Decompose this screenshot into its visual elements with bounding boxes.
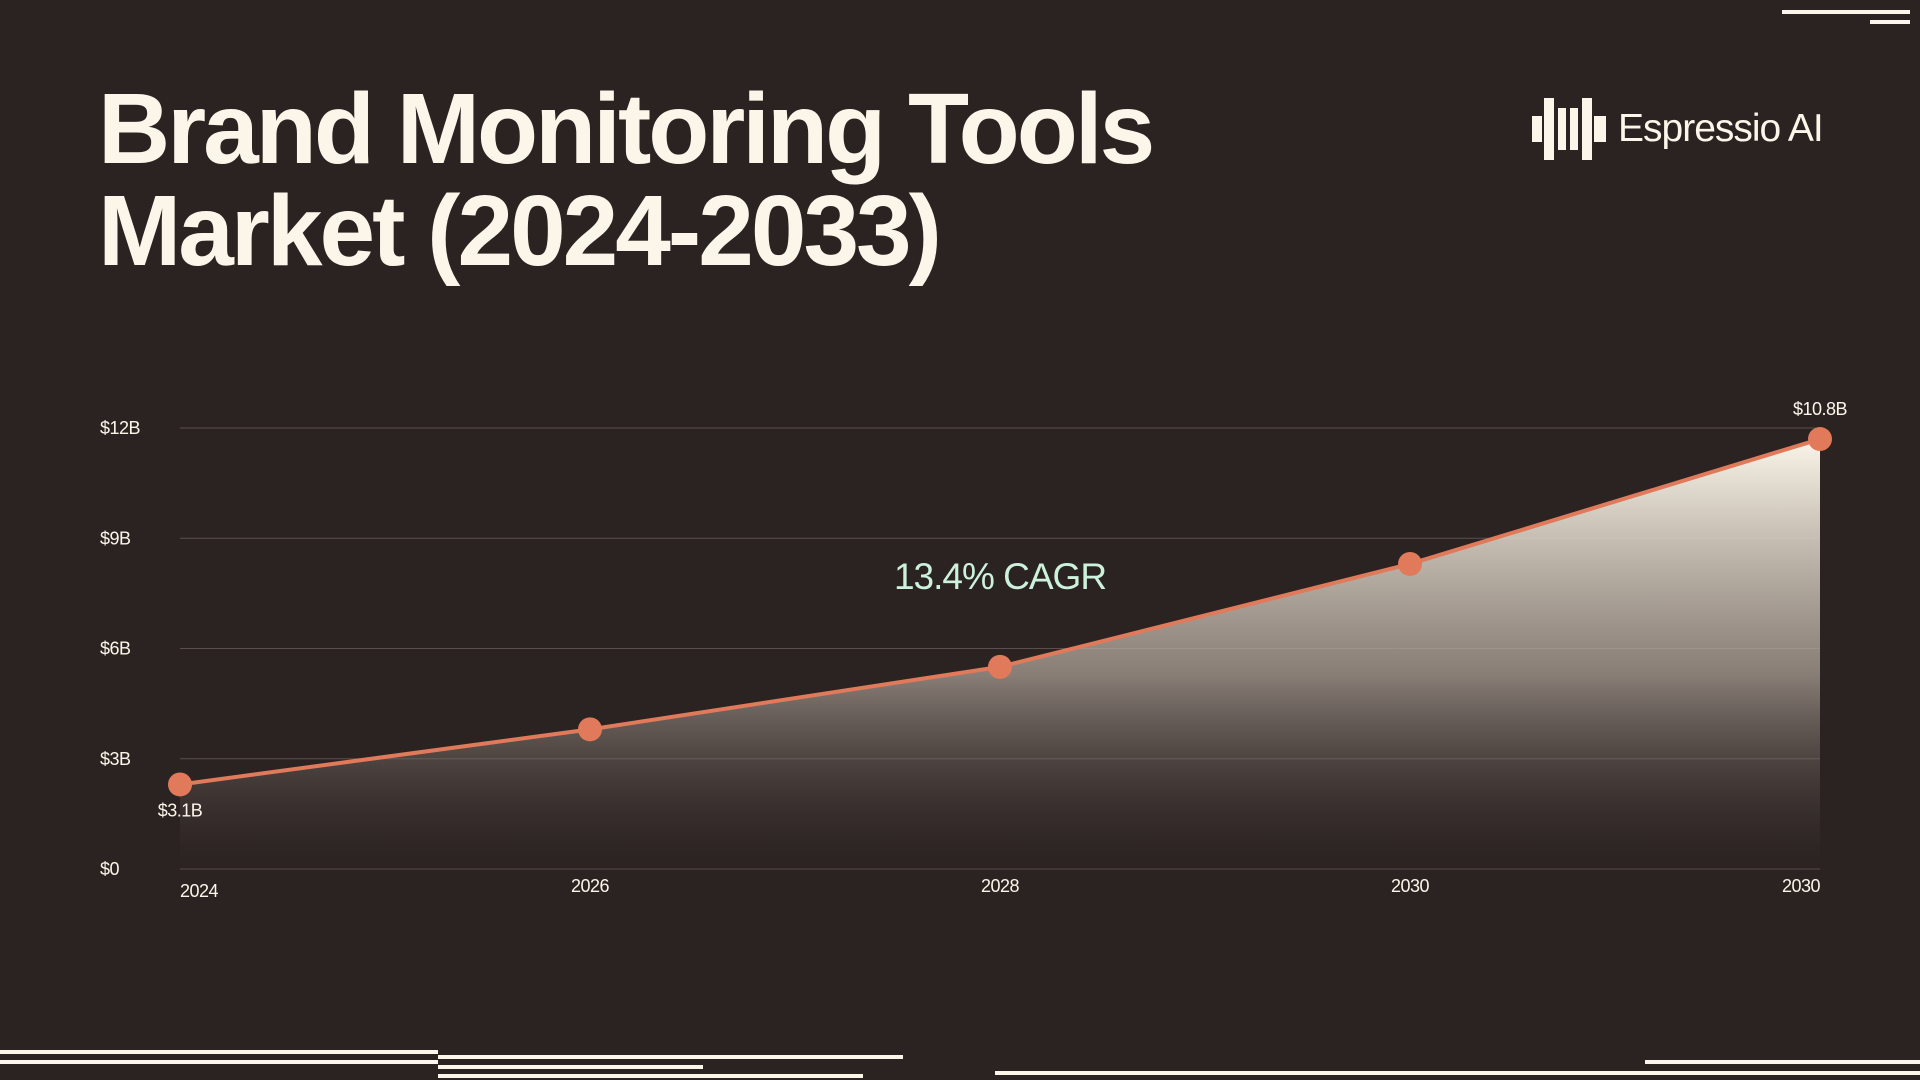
y-tick-label: $3B (100, 749, 131, 769)
brand-name: Espressio AI (1618, 107, 1824, 150)
data-label: $10.8B (1793, 399, 1848, 419)
data-point (988, 654, 1012, 679)
y-tick-label: $6B (100, 639, 131, 659)
cagr-annotation: 13.4% CAGR (894, 556, 1106, 597)
decor-stripe (438, 1074, 863, 1078)
x-tick-label: 2026 (571, 876, 610, 896)
data-point (1398, 551, 1422, 576)
page-title: Brand Monitoring Tools Market (2024-2033… (98, 73, 1155, 287)
espressio-logo-icon (1532, 98, 1606, 160)
x-tick-label: 2030 (1391, 876, 1430, 896)
label-layer: $0 $3B $6B $9B $12B 2024 2026 2028 2030 2030 $3.1B… (100, 399, 1848, 901)
decor-stripe (0, 1060, 438, 1064)
y-tick-label: $9B (100, 528, 131, 548)
data-point (168, 772, 192, 797)
x-tick-label: 2030 (1782, 876, 1821, 896)
y-tick-label: $12B (100, 418, 141, 438)
series-area (180, 439, 1820, 869)
decor-stripe (1782, 10, 1910, 14)
decor-stripe (1870, 20, 1910, 24)
decor-stripe (995, 1071, 1920, 1075)
title-line-2: Market (2024-2033) (98, 175, 942, 287)
data-point (1808, 427, 1832, 452)
brand-lockup: Espressio AI (1532, 98, 1824, 160)
x-tick-label: 2028 (981, 876, 1020, 896)
y-tick-label: $0 (100, 859, 120, 879)
area-layer (168, 427, 1832, 869)
data-label: $3.1B (158, 800, 203, 820)
decor-stripe (1645, 1060, 1920, 1064)
decor-stripe (438, 1065, 703, 1069)
x-tick-label: 2024 (180, 881, 219, 901)
decor-stripe (438, 1055, 903, 1059)
title-line-1: Brand Monitoring Tools (98, 73, 1155, 185)
data-point (578, 717, 602, 742)
decor-stripe (0, 1050, 438, 1054)
